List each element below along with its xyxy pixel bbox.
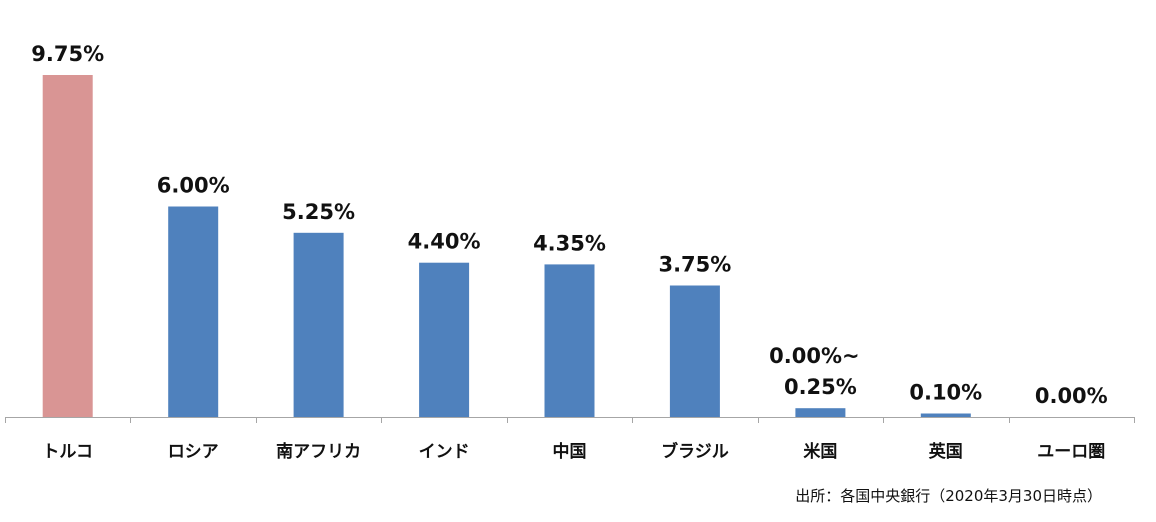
x-tick-label: 米国 (803, 441, 837, 462)
x-tick-label: ロシア (168, 442, 219, 462)
x-tick-label: トルコ (42, 442, 93, 462)
bar-value-label: 3.75% (658, 253, 731, 277)
bar-value-label: 5.25% (282, 200, 355, 224)
x-tick-label: 英国 (929, 441, 963, 462)
category-labels: トルコ ロシア 南アフリカ インド 中国 ブラジル 米国 英国 ユーロ圏 (42, 441, 1105, 462)
bar-value-label: 0.00% (1035, 384, 1108, 408)
bar (419, 262, 470, 417)
x-tick-label: 中国 (553, 441, 587, 462)
value-labels: 9.75% 6.00% 5.25% 4.40% 4.35% 3.75% 0.25% 0.00%… (31, 42, 1107, 408)
x-axis (5, 417, 1135, 423)
x-tick-label: インド (419, 442, 470, 462)
bar (544, 264, 595, 417)
bar-value-label: 6.00% (157, 174, 230, 198)
x-tick-label: 南アフリカ (276, 441, 361, 462)
bar (669, 285, 720, 417)
bar-range-label: 0.00%~ (769, 344, 859, 368)
bar (168, 206, 219, 417)
bar-value-label: 4.40% (408, 230, 481, 254)
bars (42, 75, 971, 417)
bar-value-label: 4.35% (533, 231, 606, 255)
bar-value-label: 9.75% (31, 42, 104, 66)
source-note: 出所：各国中央銀行（2020年3月30日時点） (795, 487, 1102, 505)
x-tick-label: ユーロ圏 (1037, 442, 1105, 462)
bar (293, 232, 344, 417)
bar (42, 75, 93, 417)
bar-value-label: 0.25% (784, 375, 857, 399)
x-tick-label: ブラジル (661, 441, 729, 462)
bar (920, 413, 971, 417)
bar-value-label: 0.10% (909, 381, 982, 405)
bar (795, 408, 846, 417)
